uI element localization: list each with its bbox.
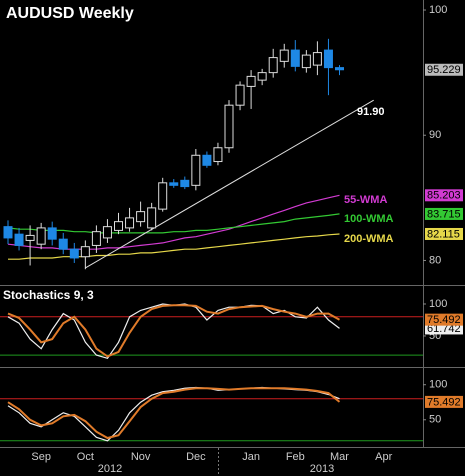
x-year-label: 2012	[98, 463, 122, 475]
wma-last-value: 83.715	[427, 208, 461, 220]
candle-body	[136, 211, 146, 223]
wma-last-value-box	[425, 227, 463, 240]
stochastic-line	[7, 387, 341, 440]
candle-body	[323, 49, 333, 69]
candle-body	[235, 84, 245, 106]
candle-body	[335, 67, 344, 71]
y-tick-label: 90	[429, 129, 441, 141]
x-tick-label: Sep	[31, 451, 51, 463]
x-tick-label: Nov	[131, 451, 151, 463]
candle-body	[301, 54, 311, 69]
candle-body	[91, 231, 101, 246]
x-tick-label: Mar	[330, 451, 349, 463]
y-tick-label: 80	[429, 254, 441, 266]
wma-last-value-box	[425, 189, 463, 202]
x-year-label: 2013	[310, 463, 334, 475]
x-tick-label: Apr	[375, 451, 392, 463]
candle-body	[14, 233, 24, 246]
candle-body	[290, 49, 300, 67]
candle-body	[3, 226, 13, 239]
wma-label: 55-WMA	[344, 194, 387, 206]
stochastic-last-value: 75.492	[427, 314, 461, 326]
stochastic-last-value: 61.742	[427, 323, 461, 335]
candle-body	[102, 226, 112, 239]
candle-body	[268, 57, 278, 74]
candle-body	[169, 182, 179, 186]
last-price: 95.229	[427, 64, 461, 76]
candle-body	[147, 207, 157, 229]
candle-body	[202, 154, 212, 166]
candle-body	[246, 75, 256, 87]
y-tick-label: 50	[429, 414, 441, 426]
y-tick-label: 100	[429, 298, 447, 310]
wma-line	[7, 194, 340, 250]
wma-label: 100-WMA	[344, 213, 394, 225]
candle-body	[36, 227, 46, 245]
x-tick-label: Oct	[77, 451, 94, 463]
wma-last-value: 82.115	[427, 228, 460, 240]
candle-body	[312, 52, 322, 66]
stochastic-last-value-box	[425, 395, 463, 408]
wma-label: 200-WMA	[344, 233, 394, 245]
last-price-box	[425, 63, 463, 76]
x-tick-label: Dec	[186, 451, 206, 463]
panel-title: Stochastics 9, 3	[3, 288, 94, 302]
chart-title: AUDUSD Weekly	[6, 5, 134, 22]
wma-last-value: 85.203	[427, 190, 461, 202]
candle-body	[257, 72, 267, 81]
stochastic-last-value: 75.492	[427, 396, 461, 408]
candle-body	[279, 49, 289, 62]
candle-body	[213, 147, 223, 163]
candle-body	[69, 248, 79, 259]
stochastic-last-value-box	[425, 313, 463, 326]
candle-body	[125, 217, 135, 229]
trendline	[85, 99, 374, 269]
candle-body	[158, 182, 168, 210]
stochastic-line	[7, 386, 340, 442]
y-tick-label: 100	[429, 4, 447, 16]
stochastic-line	[7, 304, 340, 358]
trendline-label: 91.90	[357, 106, 385, 118]
wma-last-value-box	[425, 207, 463, 220]
wma-line	[7, 213, 340, 234]
wma-line	[8, 233, 340, 260]
x-tick-label: Feb	[286, 451, 305, 463]
candle-body	[47, 227, 57, 240]
y-tick-label: 100	[429, 379, 447, 391]
candle-body	[58, 238, 68, 250]
candle-body	[114, 221, 123, 231]
candle-body	[25, 234, 35, 241]
x-tick-label: Jan	[242, 451, 260, 463]
candle-body	[191, 154, 201, 186]
candle-body	[80, 246, 90, 258]
candle-body	[180, 179, 190, 188]
candle-body	[224, 104, 234, 149]
